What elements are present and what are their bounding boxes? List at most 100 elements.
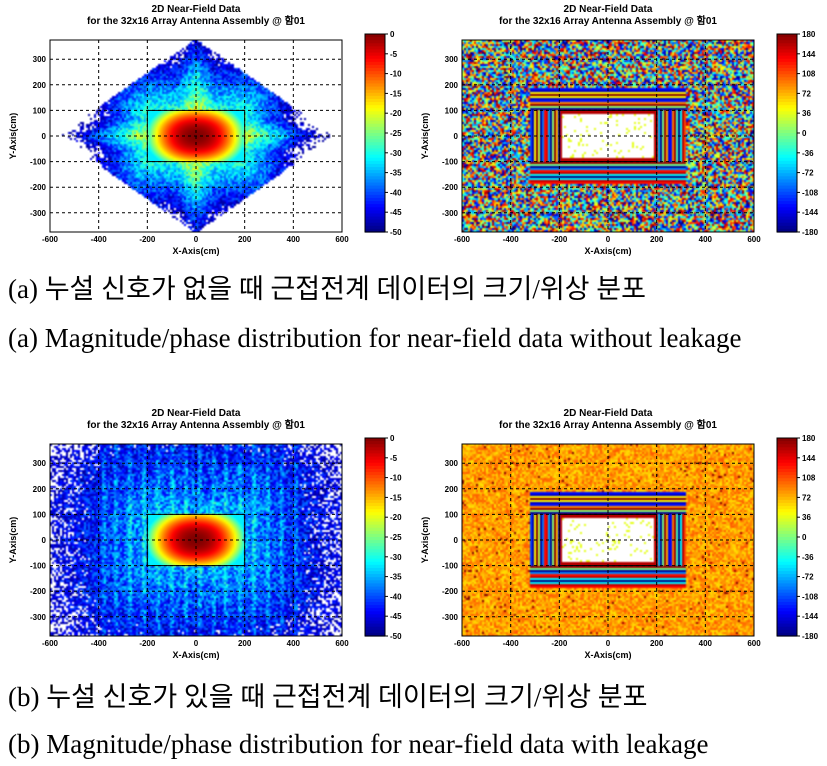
- colorbar-tick-label: 36: [802, 109, 811, 118]
- colorbar-segment: [777, 173, 797, 177]
- colorbar-segment: [777, 608, 797, 612]
- colorbar-segment: [365, 453, 385, 458]
- colorbar-segment: [777, 194, 797, 199]
- y-tick-label: -200: [30, 587, 47, 596]
- y-axis-label: Y-Axis(cm): [420, 113, 430, 160]
- colorbar-segment: [365, 34, 385, 38]
- colorbar-segment: [777, 207, 797, 211]
- colorbar-tick-label: 0: [802, 129, 807, 138]
- colorbar-segment: [777, 586, 797, 591]
- colorbar-segment: [777, 95, 797, 100]
- colorbar-segment: [365, 580, 385, 585]
- colorbar-segment: [365, 549, 385, 554]
- colorbar-segment: [365, 623, 385, 628]
- colorbar-segment: [365, 120, 385, 125]
- x-tick-label: 400: [699, 639, 713, 648]
- y-tick-label: -300: [30, 613, 47, 622]
- y-tick-label: -200: [442, 183, 459, 192]
- colorbar-segment: [777, 49, 797, 54]
- colorbar-segment: [365, 462, 385, 467]
- colorbar-segment: [365, 204, 385, 208]
- colorbar-tick-label: -50: [390, 632, 402, 641]
- colorbar-segment: [777, 583, 797, 588]
- colorbar-segment: [365, 487, 385, 492]
- x-axis-label: X-Axis(cm): [584, 246, 631, 256]
- colorbar-segment: [365, 185, 385, 190]
- plot-frame: [49, 39, 343, 233]
- colorbar-segment: [777, 456, 797, 461]
- y-tick-label: 100: [33, 106, 47, 115]
- colorbar-tick-label: 180: [802, 434, 816, 443]
- colorbar-segment: [365, 37, 385, 41]
- caption-a-korean: (a) 누설 신호가 없을 때 근접전계 데이터의 크기/위상 분포: [8, 274, 646, 304]
- colorbar-segment: [777, 129, 797, 134]
- colorbar-segment: [365, 86, 385, 91]
- colorbar-segment: [365, 105, 385, 109]
- colorbar-segment: [365, 447, 385, 451]
- colorbar-segment: [365, 558, 385, 563]
- colorbar-tick-label: -20: [390, 109, 402, 118]
- colorbar-segment: [365, 111, 385, 116]
- colorbar-segment: [777, 114, 797, 119]
- colorbar-tick-label: -15: [390, 493, 402, 502]
- colorbar-segment: [777, 518, 797, 523]
- colorbar-segment: [777, 537, 797, 541]
- colorbar-segment: [365, 493, 385, 498]
- colorbar-tick-label: 0: [390, 434, 395, 443]
- colorbar-segment: [777, 574, 797, 578]
- x-tick-label: 200: [650, 235, 664, 244]
- colorbar-tick-label: -45: [390, 612, 402, 621]
- colorbar-tick-label: -5: [390, 454, 398, 463]
- colorbar-segment: [777, 558, 797, 563]
- x-axis-label: X-Axis(cm): [172, 246, 219, 256]
- colorbar-segment: [365, 160, 385, 165]
- caption-a-english: (a) Magnitude/phase distribution for nea…: [8, 323, 742, 353]
- colorbar-segment: [365, 583, 385, 588]
- chart-subtitle: for the 32x16 Array Antenna Assembly @ 함…: [499, 14, 717, 27]
- colorbar-segment: [777, 499, 797, 504]
- x-tick-label: 0: [606, 235, 611, 244]
- colorbar-segment: [777, 543, 797, 547]
- y-tick-label: 0: [454, 536, 459, 545]
- colorbar-segment: [777, 52, 797, 57]
- colorbar-segment: [777, 154, 797, 159]
- colorbar-tick-label: 0: [802, 533, 807, 542]
- colorbar-tick-label: -35: [390, 573, 402, 582]
- colorbar-segment: [777, 577, 797, 581]
- colorbar-segment: [365, 207, 385, 211]
- colorbar-segment: [365, 512, 385, 516]
- colorbar-segment: [365, 589, 385, 594]
- x-tick-label: -400: [91, 639, 108, 648]
- colorbar-tick-label: -50: [390, 228, 402, 237]
- x-tick-label: 200: [650, 639, 664, 648]
- colorbar-segment: [365, 530, 385, 535]
- colorbar-segment: [777, 484, 797, 489]
- colorbar-segment: [777, 506, 797, 510]
- y-axis-label: Y-Axis(cm): [8, 113, 18, 160]
- colorbar-segment: [365, 540, 385, 544]
- colorbar-segment: [777, 530, 797, 535]
- colorbar-segment: [777, 571, 797, 575]
- x-tick-label: -600: [42, 235, 59, 244]
- colorbar-tick-label: -25: [390, 533, 402, 542]
- colorbar-segment: [365, 601, 385, 606]
- colorbar-segment: [365, 167, 385, 171]
- x-tick-label: -400: [503, 235, 520, 244]
- colorbar-segment: [777, 465, 797, 470]
- y-tick-label: 200: [445, 81, 459, 90]
- colorbar-segment: [365, 68, 385, 72]
- colorbar-segment: [777, 55, 797, 60]
- colorbar-segment: [777, 151, 797, 156]
- caption-b-korean: (b) 누설 신호가 있을 때 근접전계 데이터의 크기/위상 분포: [8, 682, 648, 712]
- colorbar-segment: [777, 447, 797, 451]
- colorbar-segment: [365, 133, 385, 137]
- x-tick-label: 600: [747, 235, 761, 244]
- colorbar-tick-label: 72: [802, 493, 811, 502]
- x-tick-label: 200: [238, 235, 252, 244]
- colorbar-segment: [777, 611, 797, 615]
- colorbar-segment: [365, 55, 385, 60]
- colorbar-segment: [777, 222, 797, 227]
- colorbar-segment: [777, 182, 797, 187]
- colorbar-segment: [777, 441, 797, 445]
